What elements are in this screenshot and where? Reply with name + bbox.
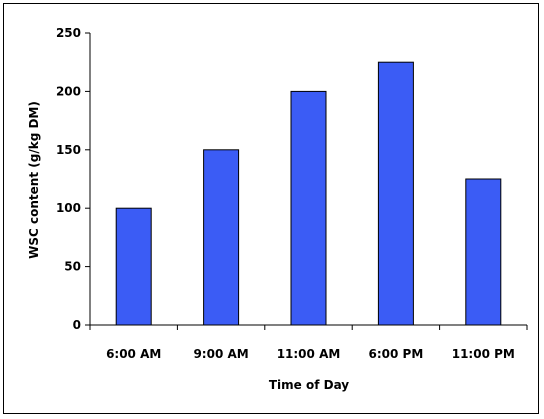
y-tick-label: 250 <box>56 26 81 40</box>
y-tick-label: 0 <box>73 318 81 332</box>
x-axis-ticks <box>89 325 528 330</box>
y-tick-label: 100 <box>56 201 81 215</box>
y-axis-ticks <box>85 32 90 326</box>
x-tick-label: 11:00 AM <box>277 347 341 361</box>
bar-11-00-pm <box>465 178 502 326</box>
x-axis-label: Time of Day <box>269 378 349 392</box>
bar-6-00-pm <box>377 61 414 326</box>
x-axis-tick-labels: 6:00 AM 9:00 AM 11:00 AM 6:00 PM 11:00 PM <box>106 347 515 361</box>
y-tick-label: 200 <box>56 84 81 98</box>
y-tick-label: 50 <box>64 260 81 274</box>
bars <box>115 61 502 326</box>
y-axis-label: WSC content (g/kg DM) <box>27 101 41 259</box>
x-tick-label: 6:00 AM <box>106 347 161 361</box>
bar-9-00-am <box>203 149 240 326</box>
x-tick-label: 11:00 PM <box>452 347 515 361</box>
x-tick-label: 9:00 AM <box>193 347 248 361</box>
bar-6-00-am <box>115 207 152 326</box>
bar-11-00-am <box>290 90 327 326</box>
y-axis-tick-labels: 0 50 100 150 200 250 <box>56 26 81 332</box>
chart-frame <box>3 3 539 414</box>
x-tick-label: 6:00 PM <box>369 347 424 361</box>
y-tick-label: 150 <box>56 143 81 157</box>
